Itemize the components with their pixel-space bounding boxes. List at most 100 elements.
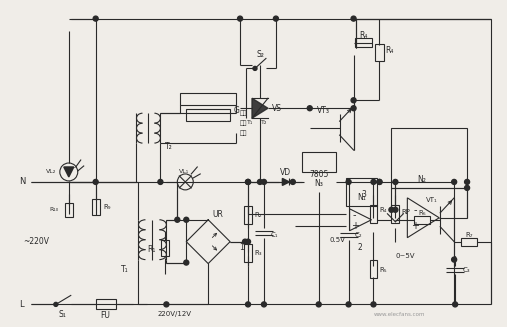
Circle shape: [242, 239, 247, 244]
Circle shape: [93, 180, 98, 184]
Bar: [354, 38, 373, 47]
Circle shape: [158, 180, 163, 184]
Text: R₄: R₄: [385, 46, 394, 55]
Text: VT₃: VT₃: [317, 106, 330, 115]
Text: +: +: [411, 221, 419, 231]
Text: -: -: [353, 210, 356, 220]
Text: R₁₀: R₁₀: [50, 207, 59, 212]
Circle shape: [452, 180, 457, 184]
Circle shape: [464, 185, 469, 190]
Circle shape: [245, 180, 250, 184]
Circle shape: [389, 207, 394, 212]
Bar: [370, 205, 378, 223]
Bar: [96, 300, 116, 309]
Text: 焊接: 焊接: [240, 120, 247, 126]
Text: G: G: [233, 106, 239, 115]
Text: RP: RP: [402, 209, 410, 215]
Circle shape: [371, 180, 376, 184]
Bar: [186, 109, 230, 121]
Text: S₂: S₂: [256, 50, 264, 59]
Text: C₁: C₁: [271, 232, 278, 238]
Bar: [161, 240, 169, 256]
Bar: [346, 178, 378, 206]
Circle shape: [377, 180, 382, 184]
Circle shape: [453, 302, 458, 307]
Text: R₉: R₉: [103, 204, 111, 210]
Circle shape: [351, 98, 356, 103]
Bar: [180, 93, 236, 105]
Text: R₅: R₅: [379, 267, 387, 272]
Text: www.elecfans.com: www.elecfans.com: [374, 312, 425, 317]
Bar: [92, 199, 100, 215]
Circle shape: [164, 302, 169, 307]
Text: R₂: R₂: [254, 212, 262, 218]
Circle shape: [54, 302, 58, 306]
Circle shape: [346, 302, 351, 307]
Text: 220V/12V: 220V/12V: [157, 311, 192, 318]
Circle shape: [273, 16, 278, 21]
Text: N: N: [19, 178, 25, 186]
Text: 1: 1: [240, 243, 244, 252]
Text: 工件: 工件: [240, 130, 247, 136]
Circle shape: [351, 106, 356, 111]
Bar: [391, 205, 400, 223]
Text: R₄: R₄: [379, 207, 387, 213]
Circle shape: [464, 180, 469, 184]
Circle shape: [307, 106, 312, 111]
Text: T₂: T₂: [261, 120, 267, 125]
Text: R₄: R₄: [359, 31, 368, 40]
Circle shape: [351, 16, 356, 21]
Text: N₁: N₁: [357, 193, 366, 202]
Text: C₃: C₃: [463, 267, 470, 272]
Polygon shape: [64, 167, 74, 177]
Text: T₁: T₁: [121, 265, 128, 274]
Polygon shape: [282, 179, 289, 185]
Circle shape: [452, 257, 457, 262]
Circle shape: [93, 16, 98, 21]
Circle shape: [262, 302, 267, 307]
Bar: [461, 238, 477, 246]
Text: VL₂: VL₂: [46, 169, 56, 175]
Circle shape: [245, 180, 250, 184]
Circle shape: [184, 260, 189, 265]
Circle shape: [291, 180, 295, 184]
Text: S₁: S₁: [59, 310, 67, 319]
Text: L: L: [19, 300, 24, 309]
Text: ~220V: ~220V: [23, 237, 49, 246]
Bar: [65, 203, 73, 217]
Text: 2: 2: [357, 243, 362, 252]
Text: 0~5V: 0~5V: [395, 252, 415, 259]
Text: C₂: C₂: [354, 232, 362, 238]
Circle shape: [253, 66, 257, 70]
Text: FU: FU: [101, 311, 111, 320]
Circle shape: [245, 302, 250, 307]
Circle shape: [377, 180, 382, 184]
Text: 7805: 7805: [309, 170, 329, 180]
Bar: [244, 244, 252, 262]
Text: R₇: R₇: [465, 232, 473, 238]
Circle shape: [371, 302, 376, 307]
Text: N₃: N₃: [314, 180, 323, 188]
Text: 0.5V: 0.5V: [330, 237, 346, 243]
Bar: [375, 43, 384, 61]
Text: UR: UR: [212, 210, 223, 219]
Circle shape: [258, 180, 263, 184]
Text: R₃: R₃: [254, 250, 262, 256]
Bar: [370, 260, 378, 278]
Circle shape: [262, 180, 267, 184]
Bar: [244, 206, 252, 224]
Circle shape: [238, 16, 242, 21]
Text: N₂: N₂: [417, 175, 426, 184]
Circle shape: [316, 302, 321, 307]
Circle shape: [245, 239, 250, 244]
Text: -: -: [414, 205, 417, 215]
Text: T₁: T₁: [247, 120, 253, 125]
Circle shape: [175, 217, 180, 222]
Text: VT₁: VT₁: [426, 197, 438, 203]
Bar: [414, 216, 430, 224]
Circle shape: [393, 207, 398, 212]
Circle shape: [393, 180, 398, 184]
Circle shape: [184, 217, 189, 222]
Text: 焊条: 焊条: [240, 111, 247, 116]
Bar: [302, 152, 336, 172]
